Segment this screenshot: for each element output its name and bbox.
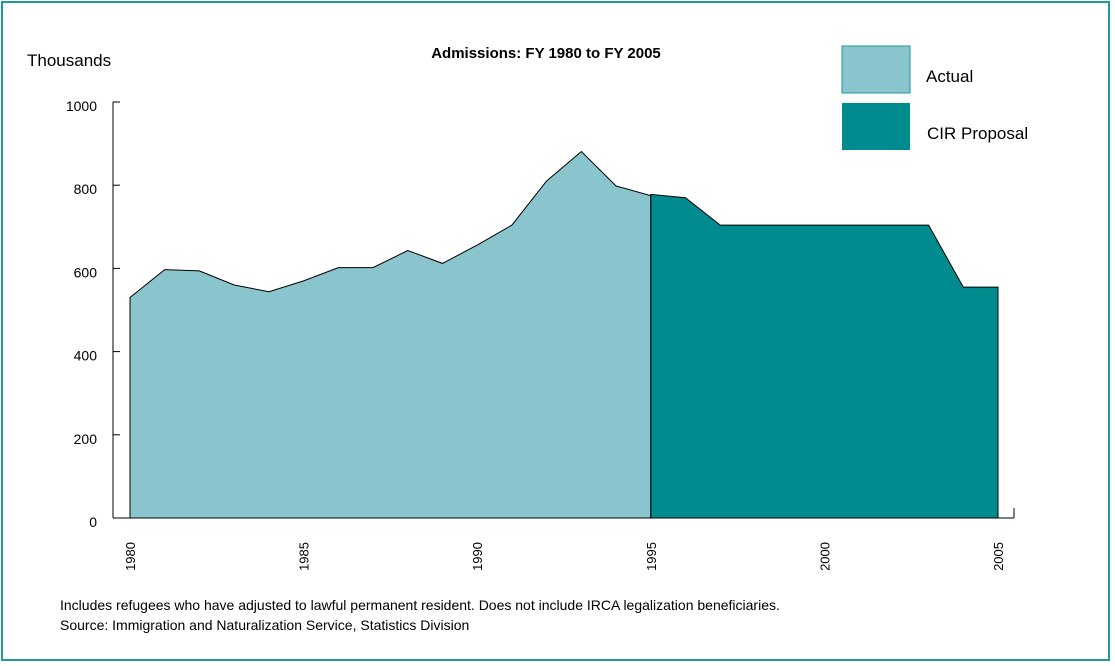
x-tick-label-2000: 2000 (817, 542, 832, 571)
y-tick-label-400: 400 (74, 348, 98, 364)
legend-label-1: CIR Proposal (927, 124, 1028, 143)
x-tick-label-1990: 1990 (470, 542, 485, 571)
y-tick-label-0: 0 (89, 514, 97, 530)
y-tick-label-600: 600 (74, 264, 98, 280)
chart-title: Admissions: FY 1980 to FY 2005 (431, 45, 661, 62)
footnote-line-1: Includes refugees who have adjusted to l… (60, 597, 780, 613)
y-axis-label: Thousands (27, 51, 111, 70)
footnote-line-2: Source: Immigration and Naturalization S… (60, 617, 470, 633)
x-tick-label-1995: 1995 (644, 542, 659, 571)
legend-swatch-0 (841, 45, 911, 94)
x-tick-label-2005: 2005 (991, 542, 1006, 571)
series-area-1 (650, 193, 999, 519)
y-tick-label-800: 800 (74, 181, 98, 197)
x-tick-label-1985: 1985 (297, 542, 312, 571)
y-tick-label-200: 200 (74, 431, 98, 447)
x-tick-label-1980: 1980 (123, 542, 138, 571)
legend-label-0: Actual (926, 67, 973, 86)
y-tick-label-1000: 1000 (66, 98, 97, 114)
legend-swatch-1 (842, 103, 910, 150)
series-area-0 (129, 150, 652, 519)
